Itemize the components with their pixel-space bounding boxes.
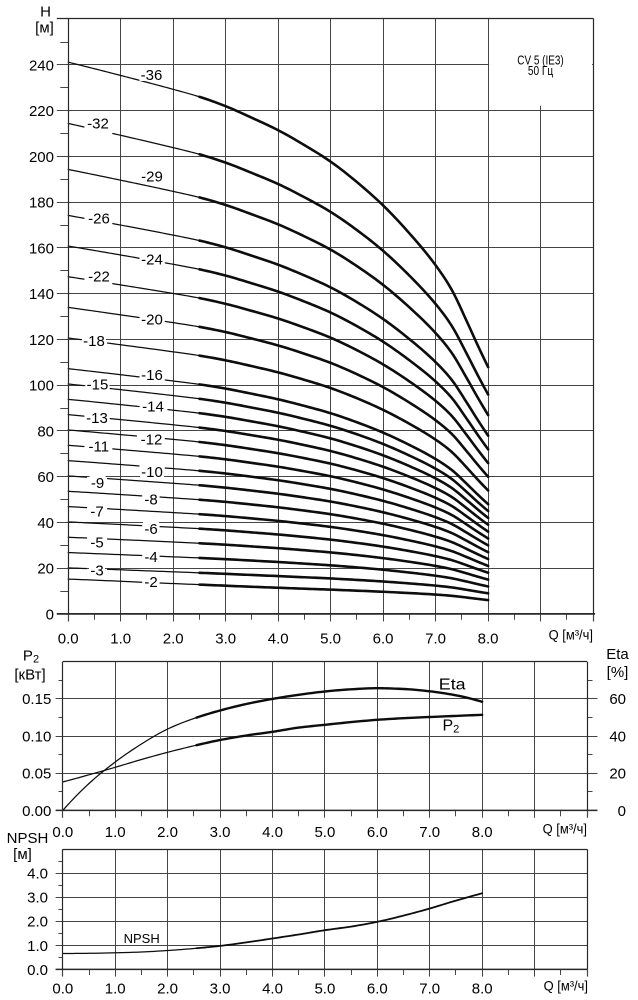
svg-text:6.0: 6.0: [373, 630, 394, 647]
svg-text:4.0: 4.0: [262, 981, 283, 998]
svg-text:-4: -4: [144, 549, 157, 566]
svg-text:0.0: 0.0: [52, 824, 73, 841]
svg-text:40: 40: [609, 728, 626, 745]
svg-text:6.0: 6.0: [367, 981, 388, 998]
svg-text:Q [м³/ч]: Q [м³/ч]: [543, 820, 587, 836]
svg-text:180: 180: [29, 195, 54, 212]
svg-text:140: 140: [29, 286, 54, 303]
svg-text:NPSH: NPSH: [7, 830, 49, 847]
svg-text:20: 20: [37, 561, 54, 578]
svg-text:1.0: 1.0: [110, 630, 131, 647]
svg-text:0.0: 0.0: [58, 630, 79, 647]
svg-text:Q [м³/ч]: Q [м³/ч]: [549, 627, 593, 643]
svg-text:220: 220: [29, 103, 54, 120]
svg-text:-36: -36: [141, 67, 163, 84]
svg-text:-12: -12: [141, 432, 163, 449]
svg-text:-20: -20: [141, 311, 163, 328]
svg-text:20: 20: [609, 766, 626, 783]
svg-text:-7: -7: [90, 503, 103, 520]
svg-text:2.0: 2.0: [27, 914, 48, 931]
svg-text:-24: -24: [141, 251, 163, 268]
svg-text:60: 60: [609, 691, 626, 708]
svg-text:8.0: 8.0: [478, 630, 499, 647]
svg-text:1.0: 1.0: [105, 981, 126, 998]
svg-text:0: 0: [46, 606, 54, 623]
svg-text:50 Гц: 50 Гц: [528, 63, 554, 78]
svg-text:-10: -10: [141, 464, 163, 481]
svg-text:0.0: 0.0: [27, 962, 48, 979]
svg-text:Eta: Eta: [606, 646, 629, 663]
svg-text:40: 40: [37, 515, 54, 532]
svg-text:-16: -16: [141, 367, 163, 384]
svg-text:-26: -26: [88, 210, 110, 227]
svg-text:200: 200: [29, 149, 54, 166]
svg-text:2.0: 2.0: [157, 824, 178, 841]
svg-text:-15: -15: [87, 376, 109, 393]
svg-text:CV 5 (IE3): CV 5 (IE3): [517, 53, 563, 68]
svg-text:-22: -22: [88, 268, 110, 285]
svg-text:-32: -32: [87, 115, 109, 132]
svg-text:-14: -14: [142, 398, 164, 415]
svg-text:Q [м³/ч]: Q [м³/ч]: [544, 978, 588, 994]
svg-text:-5: -5: [90, 535, 103, 552]
svg-text:-8: -8: [144, 491, 157, 508]
svg-text:5.0: 5.0: [314, 824, 335, 841]
svg-text:-13: -13: [86, 410, 108, 427]
svg-text:3.0: 3.0: [27, 890, 48, 907]
svg-text:H: H: [40, 3, 51, 20]
svg-text:60: 60: [37, 469, 54, 486]
svg-text:0: 0: [618, 803, 626, 820]
svg-text:5.0: 5.0: [320, 630, 341, 647]
svg-text:7.0: 7.0: [425, 630, 446, 647]
svg-text:-2: -2: [144, 574, 157, 591]
svg-text:[кВт]: [кВт]: [14, 667, 45, 684]
svg-text:2.0: 2.0: [157, 981, 178, 998]
svg-text:4.0: 4.0: [262, 824, 283, 841]
svg-text:-9: -9: [91, 475, 104, 492]
svg-text:8.0: 8.0: [472, 824, 493, 841]
svg-text:6.0: 6.0: [367, 824, 388, 841]
svg-text:0.00: 0.00: [22, 803, 51, 820]
svg-text:4.0: 4.0: [27, 866, 48, 883]
svg-text:3.0: 3.0: [210, 824, 231, 841]
svg-text:240: 240: [29, 57, 54, 74]
svg-text:4.0: 4.0: [268, 630, 289, 647]
svg-text:3.0: 3.0: [210, 981, 231, 998]
svg-text:-29: -29: [141, 168, 163, 185]
svg-text:[м]: [м]: [13, 846, 32, 863]
svg-text:1.0: 1.0: [105, 824, 126, 841]
svg-text:-18: -18: [83, 333, 105, 350]
svg-text:80: 80: [37, 423, 54, 440]
svg-text:120: 120: [29, 332, 54, 349]
svg-text:[%]: [%]: [607, 664, 629, 681]
svg-text:1.0: 1.0: [27, 938, 48, 955]
svg-text:2.0: 2.0: [163, 630, 184, 647]
svg-text:0.10: 0.10: [22, 728, 51, 745]
svg-text:100: 100: [29, 378, 54, 395]
svg-text:[м]: [м]: [35, 19, 54, 36]
svg-text:8.0: 8.0: [472, 981, 493, 998]
svg-text:0.15: 0.15: [22, 691, 51, 708]
svg-text:-3: -3: [90, 563, 103, 580]
svg-text:-6: -6: [144, 521, 157, 538]
svg-text:0.0: 0.0: [52, 981, 73, 998]
svg-text:160: 160: [29, 240, 54, 257]
svg-text:Eta: Eta: [439, 676, 466, 693]
svg-text:-11: -11: [89, 439, 110, 456]
svg-text:7.0: 7.0: [419, 981, 440, 998]
svg-text:NPSH: NPSH: [124, 931, 160, 946]
svg-text:5.0: 5.0: [314, 981, 335, 998]
svg-text:3.0: 3.0: [215, 630, 236, 647]
svg-text:7.0: 7.0: [419, 824, 440, 841]
svg-text:0.05: 0.05: [22, 766, 51, 783]
